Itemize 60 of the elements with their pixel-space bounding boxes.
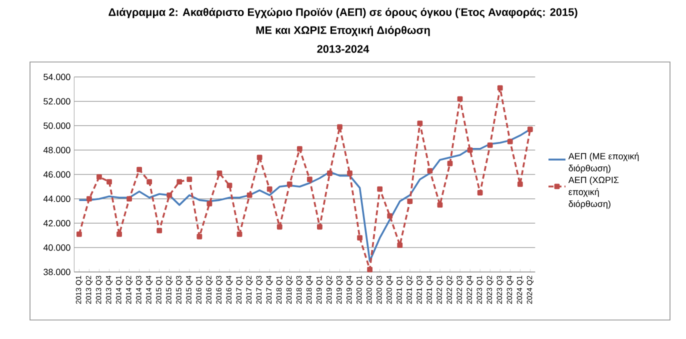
point <box>357 235 362 241</box>
point <box>447 160 453 166</box>
y-tick-label: 50.000 <box>44 122 70 129</box>
point <box>427 168 433 174</box>
point <box>317 224 322 230</box>
point <box>86 196 92 202</box>
point <box>437 202 443 208</box>
point <box>266 186 272 192</box>
point <box>337 124 342 130</box>
point <box>166 192 172 198</box>
point <box>246 192 252 198</box>
point <box>176 179 182 184</box>
point <box>196 234 202 240</box>
point <box>276 224 282 230</box>
point <box>76 231 82 237</box>
point <box>487 142 493 148</box>
point <box>417 120 423 126</box>
y-tick-label: 38.000 <box>44 268 70 276</box>
point <box>226 182 232 188</box>
point <box>377 186 383 192</box>
point <box>507 138 513 144</box>
point <box>327 170 332 176</box>
y-tick-label: 44.000 <box>43 196 70 202</box>
point <box>186 176 192 182</box>
point <box>367 266 373 272</box>
y-tick-label: 40.000 <box>43 244 70 251</box>
point <box>467 147 473 153</box>
point <box>457 96 463 102</box>
point <box>296 146 302 152</box>
point <box>306 176 312 182</box>
point <box>497 85 503 91</box>
point <box>236 231 242 237</box>
point <box>146 179 152 184</box>
point <box>116 231 122 237</box>
point <box>106 179 112 184</box>
point <box>477 190 483 196</box>
point <box>397 242 403 248</box>
point <box>216 170 222 176</box>
point <box>136 166 142 172</box>
point <box>517 182 523 187</box>
y-tick-label: 54.000 <box>44 74 70 80</box>
text: 2013-2024 <box>317 45 370 53</box>
point <box>96 174 102 180</box>
chart-title: Διάγραμμα 2: Ακαθάριστο Εγχώριο Προϊόν (ΑΕΠ) σε όρους όγκου (Έτος Αναφοράς: 2015) <box>108 8 578 18</box>
point <box>527 126 533 132</box>
y-tick-label: 48.000 <box>43 146 70 154</box>
point <box>206 201 212 206</box>
point <box>126 196 132 202</box>
point <box>286 182 292 187</box>
legend-label: ΑΕΠ (ΧΩΡΙΣ εποχική διόρθωση) <box>568 176 619 209</box>
point <box>387 213 393 219</box>
point <box>347 170 352 176</box>
y-tick-label: 52.000 <box>44 98 70 105</box>
point <box>256 154 262 160</box>
y-tick-label: 46.000 <box>43 171 70 178</box>
chart-subtitle: ΜΕ και ΧΩΡΙΣ Εποχική Διόρθωση <box>256 26 430 36</box>
y-tick-label: 42.000 <box>43 220 70 226</box>
legend-label: ΑΕΠ (ΜΕ εποχική διόρθωση) <box>568 152 639 174</box>
point <box>407 198 413 204</box>
point <box>156 228 162 234</box>
